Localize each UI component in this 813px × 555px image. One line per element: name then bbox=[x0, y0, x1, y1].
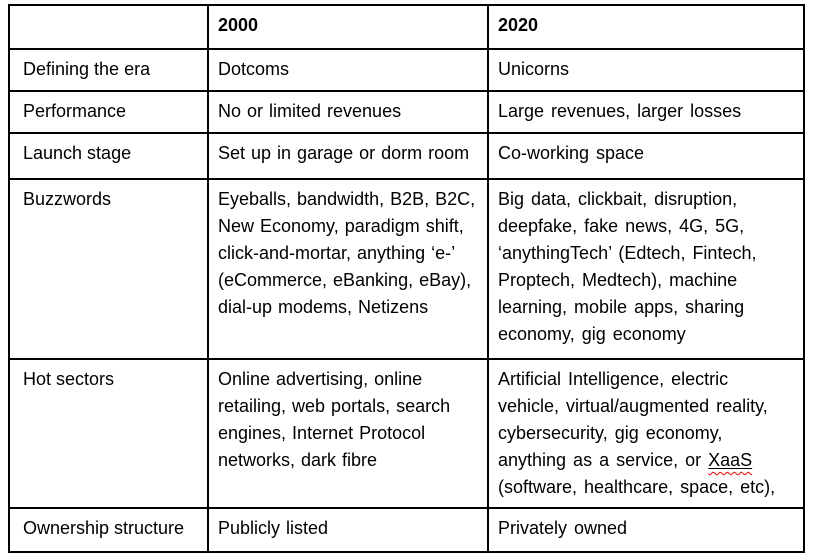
cell-buzzwords-2020: Big data, clickbait, disruption, deepfak… bbox=[487, 178, 805, 360]
cell-launch-2000: Set up in garage or dorm room bbox=[207, 132, 489, 180]
header-empty-cell bbox=[8, 4, 209, 50]
cell-buzzwords-2000: Eyeballs, bandwidth, B2B, B2C, New Econo… bbox=[207, 178, 489, 360]
row-label-hot-sectors: Hot sectors bbox=[8, 358, 209, 509]
header-2000-cell: 2000 bbox=[207, 4, 489, 50]
xaas-underlined-term: XaaS bbox=[708, 450, 752, 470]
row-label-defining-the-era: Defining the era bbox=[8, 48, 209, 92]
cell-ownership-2000: Publicly listed bbox=[207, 507, 489, 553]
cell-hot-sectors-2020: Artificial Intelligence, electric vehicl… bbox=[487, 358, 805, 509]
era-comparison-table: 2000 2020 Defining the era Dotcoms Unico… bbox=[8, 4, 805, 553]
cell-performance-2000: No or limited revenues bbox=[207, 90, 489, 134]
table-row: Defining the era Dotcoms Unicorns bbox=[8, 48, 805, 92]
xaas-spellcheck-squiggle: XaaS bbox=[708, 450, 753, 470]
hot-sectors-2020-text-before: Artificial Intelligence, electric vehicl… bbox=[498, 369, 768, 470]
cell-defining-2000: Dotcoms bbox=[207, 48, 489, 92]
cell-launch-2020: Co-working space bbox=[487, 132, 805, 180]
cell-performance-2020: Large revenues, larger losses bbox=[487, 90, 805, 134]
row-label-launch-stage: Launch stage bbox=[8, 132, 209, 180]
table-row: Ownership structure Publicly listed Priv… bbox=[8, 507, 805, 553]
table-header-row: 2000 2020 bbox=[8, 4, 805, 50]
table-row: Hot sectors Online advertising, online r… bbox=[8, 358, 805, 509]
table-row: Launch stage Set up in garage or dorm ro… bbox=[8, 132, 805, 180]
cell-ownership-2020: Privately owned bbox=[487, 507, 805, 553]
cell-hot-sectors-2000: Online advertising, online retailing, we… bbox=[207, 358, 489, 509]
row-label-performance: Performance bbox=[8, 90, 209, 134]
hot-sectors-2020-text-after: (software, healthcare, space, etc), bbox=[498, 477, 776, 497]
row-label-ownership-structure: Ownership structure bbox=[8, 507, 209, 553]
header-2020-cell: 2020 bbox=[487, 4, 805, 50]
table-row: Performance No or limited revenues Large… bbox=[8, 90, 805, 134]
table-row: Buzzwords Eyeballs, bandwidth, B2B, B2C,… bbox=[8, 178, 805, 360]
cell-defining-2020: Unicorns bbox=[487, 48, 805, 92]
row-label-buzzwords: Buzzwords bbox=[8, 178, 209, 360]
